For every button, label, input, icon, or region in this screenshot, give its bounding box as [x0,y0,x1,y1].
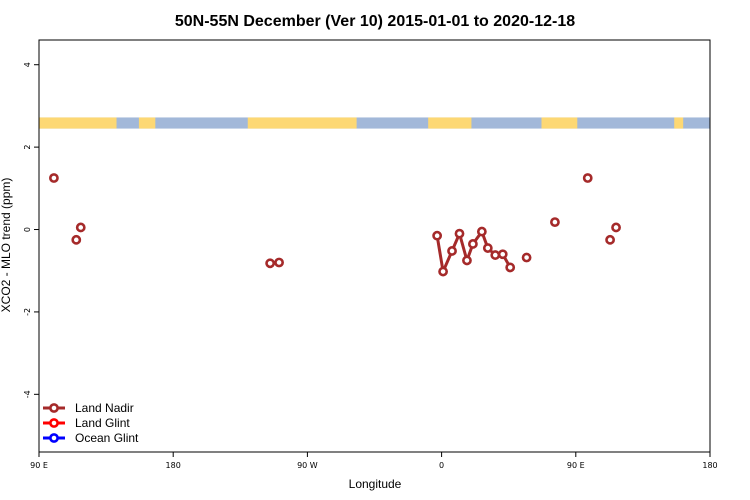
legend-marker [49,433,59,443]
land-band-segment [39,117,117,129]
data-point [49,173,59,183]
x-tick-label: 90 E [30,461,48,470]
data-point [505,262,516,273]
x-tick-label: 180 [166,461,181,470]
data-point [482,243,493,253]
land-band-segment [541,117,578,129]
x-axis: 90 E 180 90 W 0 90 E 180 [30,452,718,470]
x-axis-label: Longitude [349,477,402,491]
plot-frame [38,39,711,453]
land-band-segment [674,117,684,129]
legend-label: Land Nadir [75,401,134,415]
y-tick-label: -4 [23,390,32,398]
data-point [521,252,532,263]
land-band-segment [247,117,357,129]
data-point [462,255,472,266]
data-point [265,258,276,269]
chart-title: 50N-55N December (Ver 10) 2015-01-01 to … [175,13,575,30]
data-point [71,234,82,245]
y-tick-label: -2 [23,308,32,316]
data-point [432,230,443,241]
x-tick-label: 180 [702,461,717,470]
series-points [49,173,621,277]
land-band-segment [138,117,156,129]
ocean-band [39,117,710,129]
y-tick-label: 0 [23,227,32,232]
data-point [447,246,457,256]
y-tick-label: 2 [23,145,32,150]
data-point [490,250,501,260]
x-tick-label: 0 [439,461,444,470]
y-axis: -4 -2 0 2 4 [23,62,39,398]
y-tick-label: 4 [23,62,32,67]
data-point [550,217,560,228]
y-axis-label: XCO2 - MLO trend (ppm) [0,178,13,313]
data-point [438,266,448,277]
data-point [454,228,465,239]
data-point [582,173,593,183]
legend-marker [49,418,59,428]
x-tick-label: 90 W [297,461,318,470]
legend-marker [49,403,59,413]
data-point [476,226,487,237]
data-point [605,234,615,245]
land-band-segment [428,117,472,129]
legend-label: Land Glint [75,416,130,430]
legend-label: Ocean Glint [75,431,139,445]
data-point [611,222,621,233]
x-tick-label: 90 E [567,461,585,470]
data-point [274,257,284,268]
data-point [468,239,478,249]
data-point [75,222,86,233]
data-point [497,249,508,260]
land-ocean-band [39,117,710,129]
